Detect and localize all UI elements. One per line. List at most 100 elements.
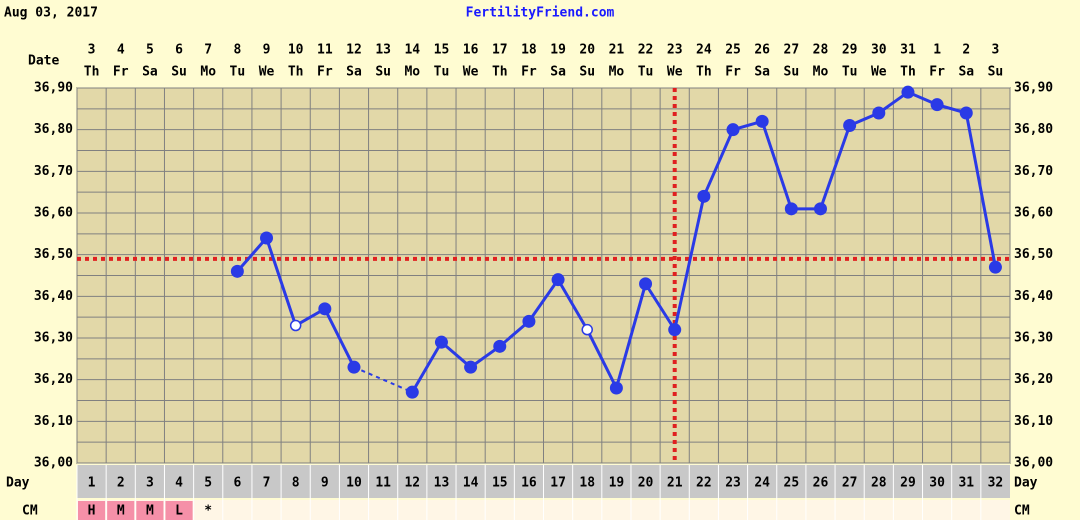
- x-tick-label: 1: [88, 476, 96, 491]
- weekday-label: Sa: [142, 65, 158, 80]
- x-tick-label: 28: [871, 476, 887, 491]
- point: [755, 114, 769, 128]
- weekday-label: Th: [492, 65, 508, 80]
- y-tick-label: 36,90: [34, 81, 73, 96]
- point: [434, 335, 448, 349]
- weekday-label: Th: [288, 65, 304, 80]
- date-label: 16: [463, 43, 479, 58]
- x-tick-label: 22: [696, 476, 712, 491]
- point: [697, 189, 711, 203]
- date-label: 8: [233, 43, 241, 58]
- date-label: 11: [317, 43, 333, 58]
- weekday-label: Fr: [929, 65, 945, 80]
- date-row-label: Date: [28, 54, 59, 69]
- point: [318, 302, 332, 316]
- date-label: 6: [175, 43, 183, 58]
- x-tick-label: 13: [434, 476, 450, 491]
- weekday-label: Fr: [113, 65, 129, 80]
- weekday-label: Th: [84, 65, 100, 80]
- x-tick-label: 18: [579, 476, 595, 491]
- x-tick-label: 5: [204, 476, 212, 491]
- chart-date: Aug 03, 2017: [4, 6, 98, 21]
- date-label: 22: [638, 43, 654, 58]
- date-label: 19: [550, 43, 566, 58]
- date-label: 29: [842, 43, 858, 58]
- y-tick-label-right: 36,00: [1014, 456, 1053, 471]
- cm-cell: [78, 501, 106, 520]
- day-row-label: Day: [6, 476, 30, 491]
- y-tick-label-right: 36,90: [1014, 81, 1053, 96]
- point: [959, 106, 973, 120]
- point: [988, 260, 1002, 274]
- weekday-label: Tu: [638, 65, 654, 80]
- date-label: 17: [492, 43, 508, 58]
- cm-value: M: [117, 504, 125, 519]
- date-label: 2: [962, 43, 970, 58]
- x-tick-label: 2: [117, 476, 125, 491]
- weekday-label: Mo: [609, 65, 625, 80]
- date-label: 23: [667, 43, 683, 58]
- weekday-label: Sa: [754, 65, 770, 80]
- weekday-label: Sa: [958, 65, 974, 80]
- x-tick-label: 9: [321, 476, 329, 491]
- point: [464, 360, 478, 374]
- date-label: 12: [346, 43, 362, 58]
- chart-title: FertilityFriend.com: [466, 6, 615, 21]
- date-label: 10: [288, 43, 304, 58]
- point: [901, 85, 915, 99]
- x-tick-label: 12: [404, 476, 420, 491]
- y-tick-label: 36,00: [34, 456, 73, 471]
- x-tick-label: 25: [784, 476, 800, 491]
- weekday-label: Fr: [521, 65, 537, 80]
- x-tick-label: 32: [988, 476, 1004, 491]
- date-label: 15: [434, 43, 450, 58]
- y-tick-label: 36,80: [34, 122, 73, 137]
- date-label: 3: [88, 43, 96, 58]
- weekday-label: We: [871, 65, 887, 80]
- x-tick-label: 23: [725, 476, 741, 491]
- weekday-label: Sa: [346, 65, 362, 80]
- y-tick-label-right: 36,70: [1014, 164, 1053, 179]
- y-tick-label-right: 36,20: [1014, 372, 1053, 387]
- date-label: 7: [204, 43, 212, 58]
- point: [609, 381, 623, 395]
- point: [260, 231, 274, 245]
- x-tick-label: 11: [375, 476, 391, 491]
- point: [726, 123, 740, 137]
- x-tick-label: 21: [667, 476, 683, 491]
- point: [493, 339, 507, 353]
- cm-cell: [165, 501, 193, 520]
- weekday-label: We: [259, 65, 275, 80]
- date-label: 9: [263, 43, 271, 58]
- x-tick-label: 7: [263, 476, 271, 491]
- weekday-label: Su: [784, 65, 800, 80]
- y-tick-label-right: 36,50: [1014, 247, 1053, 262]
- weekday-label: Th: [900, 65, 916, 80]
- date-label: 18: [521, 43, 537, 58]
- x-tick-label: 14: [463, 476, 479, 491]
- y-tick-label-right: 36,60: [1014, 206, 1053, 221]
- date-label: 3: [992, 43, 1000, 58]
- x-tick-label: 29: [900, 476, 916, 491]
- x-tick-label: 27: [842, 476, 858, 491]
- y-tick-label-right: 36,10: [1014, 414, 1053, 429]
- x-tick-label: 10: [346, 476, 362, 491]
- point: [551, 273, 565, 287]
- point: [639, 277, 653, 291]
- date-label: 21: [609, 43, 625, 58]
- x-tick-label: 26: [813, 476, 829, 491]
- weekday-label: We: [463, 65, 479, 80]
- x-tick-label: 6: [233, 476, 241, 491]
- open-point: [289, 319, 302, 332]
- x-tick-label: 15: [492, 476, 508, 491]
- y-tick-label: 36,70: [34, 164, 73, 179]
- y-tick-label: 36,20: [34, 372, 73, 387]
- cm-value: H: [88, 504, 96, 519]
- date-label: 30: [871, 43, 887, 58]
- x-tick-label: 19: [609, 476, 625, 491]
- open-point: [581, 323, 593, 336]
- weekday-label: Sa: [550, 65, 566, 80]
- y-tick-label: 36,30: [34, 331, 73, 346]
- date-label: 26: [754, 43, 770, 58]
- point: [347, 360, 361, 374]
